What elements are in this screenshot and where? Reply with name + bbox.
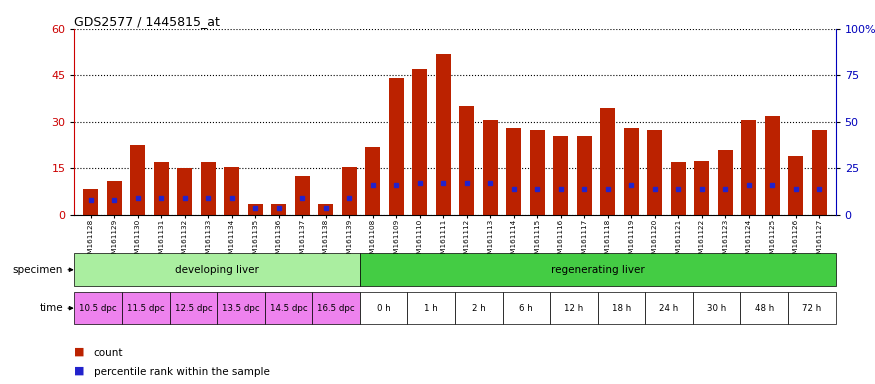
- Text: 72 h: 72 h: [802, 304, 822, 313]
- Bar: [365, 147, 381, 215]
- Bar: [248, 204, 262, 215]
- Text: percentile rank within the sample: percentile rank within the sample: [94, 367, 270, 377]
- Bar: [811, 130, 827, 215]
- Text: 14.5 dpc: 14.5 dpc: [270, 304, 307, 313]
- Bar: [670, 162, 686, 215]
- Text: 16.5 dpc: 16.5 dpc: [318, 304, 355, 313]
- Text: time: time: [39, 303, 63, 313]
- Text: count: count: [94, 348, 123, 358]
- Bar: [455, 292, 502, 324]
- Text: 10.5 dpc: 10.5 dpc: [80, 304, 117, 313]
- Bar: [788, 292, 836, 324]
- Bar: [598, 292, 646, 324]
- Bar: [224, 167, 240, 215]
- Text: 18 h: 18 h: [612, 304, 631, 313]
- Bar: [788, 156, 803, 215]
- Bar: [271, 204, 286, 215]
- Text: 1 h: 1 h: [424, 304, 438, 313]
- Text: specimen: specimen: [12, 265, 63, 275]
- Bar: [217, 292, 265, 324]
- Bar: [412, 69, 427, 215]
- Bar: [529, 130, 545, 215]
- Bar: [170, 292, 217, 324]
- Bar: [177, 169, 192, 215]
- Text: ■: ■: [74, 366, 85, 376]
- Bar: [436, 54, 451, 215]
- Bar: [122, 292, 170, 324]
- Bar: [107, 181, 122, 215]
- Bar: [740, 292, 788, 324]
- Bar: [502, 292, 550, 324]
- Bar: [341, 167, 357, 215]
- Bar: [408, 292, 455, 324]
- Text: 48 h: 48 h: [754, 304, 774, 313]
- Text: 30 h: 30 h: [707, 304, 726, 313]
- Bar: [318, 204, 333, 215]
- Text: 2 h: 2 h: [472, 304, 486, 313]
- Bar: [200, 162, 216, 215]
- Bar: [646, 292, 693, 324]
- Bar: [694, 161, 710, 215]
- Text: ■: ■: [74, 346, 85, 356]
- Text: GDS2577 / 1445815_at: GDS2577 / 1445815_at: [74, 15, 220, 28]
- Bar: [718, 150, 733, 215]
- Bar: [74, 253, 360, 286]
- Bar: [553, 136, 569, 215]
- Bar: [295, 176, 310, 215]
- Bar: [483, 120, 498, 215]
- Bar: [624, 128, 639, 215]
- Text: 12 h: 12 h: [564, 304, 584, 313]
- Bar: [550, 292, 598, 324]
- Bar: [74, 292, 122, 324]
- Text: 0 h: 0 h: [377, 304, 390, 313]
- Text: 13.5 dpc: 13.5 dpc: [222, 304, 260, 313]
- Bar: [312, 292, 360, 324]
- Bar: [459, 106, 474, 215]
- Text: 11.5 dpc: 11.5 dpc: [127, 304, 164, 313]
- Text: developing liver: developing liver: [175, 265, 259, 275]
- Bar: [765, 116, 780, 215]
- Text: regenerating liver: regenerating liver: [551, 265, 645, 275]
- Bar: [130, 145, 145, 215]
- Bar: [600, 108, 615, 215]
- Bar: [741, 120, 756, 215]
- Bar: [360, 292, 408, 324]
- Bar: [154, 162, 169, 215]
- Text: 6 h: 6 h: [520, 304, 533, 313]
- Bar: [648, 130, 662, 215]
- Bar: [693, 292, 740, 324]
- Bar: [577, 136, 592, 215]
- Bar: [388, 78, 404, 215]
- Bar: [83, 189, 99, 215]
- Bar: [506, 128, 522, 215]
- Text: 12.5 dpc: 12.5 dpc: [174, 304, 212, 313]
- Bar: [360, 253, 836, 286]
- Bar: [265, 292, 312, 324]
- Text: 24 h: 24 h: [660, 304, 679, 313]
